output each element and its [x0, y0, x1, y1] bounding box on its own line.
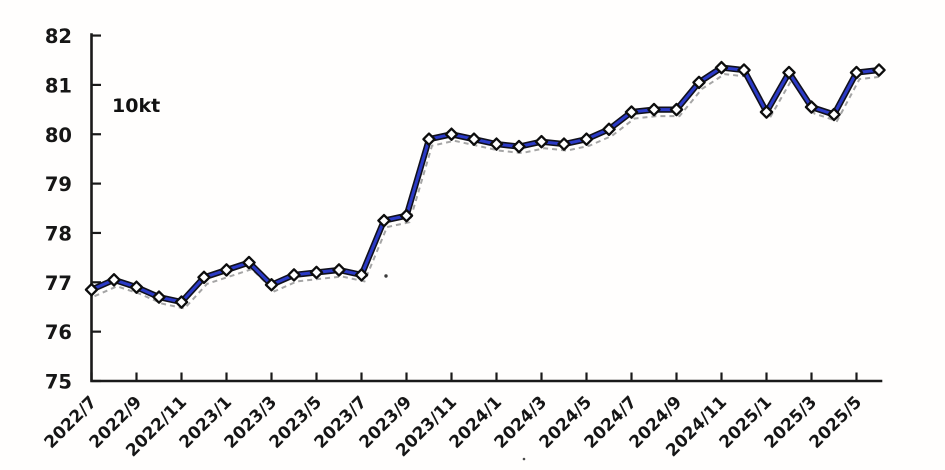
data-point-marker: [264, 278, 279, 292]
data-point-marker: [174, 295, 189, 309]
data-point-marker: [444, 127, 459, 141]
y-tick-label: 82: [45, 25, 72, 48]
data-point-marker: [84, 282, 99, 297]
data-point-marker: [849, 65, 864, 80]
data-point-marker: [309, 265, 324, 280]
data-point-marker: [737, 63, 751, 77]
data-point-marker: [332, 263, 346, 277]
y-tick-label: 81: [45, 74, 72, 97]
data-point-marker: [714, 60, 729, 75]
data-point-marker: [152, 290, 166, 304]
y-tick-label: 77: [45, 272, 72, 295]
scan-speck: [522, 457, 526, 461]
data-point-marker: [219, 263, 234, 277]
data-point-marker: [287, 268, 301, 282]
data-point-marker: [242, 255, 256, 270]
data-point-marker: [669, 102, 684, 117]
y-tick-label: 75: [45, 371, 72, 394]
data-point-marker: [422, 132, 436, 146]
y-tick-label: 78: [45, 222, 72, 245]
data-point-marker: [827, 107, 841, 122]
data-point-marker: [377, 213, 391, 228]
data-point-marker: [782, 65, 796, 80]
data-point-marker: [197, 270, 211, 285]
series-line: [90, 66, 881, 304]
data-point-marker: [354, 268, 369, 282]
data-point-marker: [624, 105, 639, 119]
axis-frame: [90, 33, 883, 383]
data-point-marker: [129, 280, 144, 294]
data-point-marker: [804, 100, 819, 114]
y-tick-label: 76: [45, 321, 72, 344]
data-point-marker: [579, 132, 594, 146]
data-point-marker: [759, 105, 774, 119]
data-point-marker: [872, 63, 886, 77]
data-point-marker: [557, 137, 571, 151]
data-point-marker: [399, 208, 414, 223]
data-point-marker: [602, 122, 616, 137]
unit-label: 10kt: [112, 95, 161, 117]
data-point-marker: [692, 75, 706, 90]
y-tick-label: 80: [45, 124, 72, 147]
data-point-marker: [647, 102, 661, 117]
y-tick-label: 79: [45, 173, 72, 196]
data-point-marker: [107, 273, 121, 287]
data-point-marker: [489, 137, 504, 151]
data-point-marker: [534, 134, 549, 149]
data-point-marker: [467, 132, 481, 146]
scan-speck: [384, 274, 388, 278]
data-point-marker: [512, 139, 526, 154]
